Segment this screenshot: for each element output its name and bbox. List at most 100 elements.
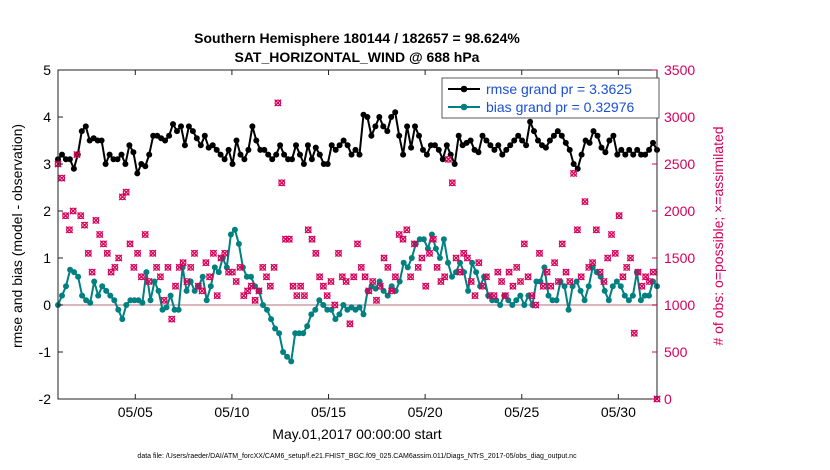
rmse-marker bbox=[431, 142, 438, 149]
obs-count-marker bbox=[114, 254, 123, 262]
rmse-marker bbox=[420, 146, 426, 153]
rmse-marker bbox=[59, 151, 65, 158]
obs-count-marker bbox=[623, 263, 631, 272]
obs-count-marker bbox=[482, 273, 491, 281]
bias-marker bbox=[95, 292, 102, 299]
obs-assimilated-marker bbox=[247, 282, 256, 290]
bias-marker bbox=[513, 297, 520, 304]
bias-marker bbox=[75, 273, 82, 280]
obs-possible-marker bbox=[642, 273, 649, 281]
obs-assimilated-marker bbox=[406, 273, 415, 281]
bias-marker bbox=[505, 297, 512, 304]
obs-possible-marker bbox=[486, 292, 494, 300]
bias-marker bbox=[151, 278, 158, 285]
obs-assimilated-marker bbox=[467, 277, 475, 286]
obs-possible-marker bbox=[149, 249, 157, 257]
obs-count-marker bbox=[69, 207, 77, 215]
obs-count-marker bbox=[228, 268, 237, 276]
obs-possible-marker bbox=[202, 259, 210, 267]
obs-assimilated-marker bbox=[361, 273, 369, 281]
obs-assimilated-marker bbox=[350, 273, 358, 281]
obs-assimilated-marker bbox=[532, 301, 540, 309]
obs-assimilated-marker bbox=[505, 268, 513, 276]
rmse-marker bbox=[312, 144, 319, 151]
obs-possible-marker bbox=[335, 249, 342, 257]
obs-possible-marker bbox=[596, 268, 604, 276]
rmse-marker bbox=[82, 123, 89, 130]
obs-assimilated-marker bbox=[323, 291, 331, 300]
bias-marker bbox=[316, 297, 323, 304]
rmse-marker bbox=[245, 146, 252, 153]
bias-marker bbox=[191, 287, 198, 294]
obs-assimilated-marker bbox=[365, 287, 373, 295]
obs-count-marker bbox=[213, 291, 221, 300]
obs-assimilated-marker bbox=[278, 179, 286, 187]
rmse-marker bbox=[451, 161, 458, 167]
obs-assimilated-marker bbox=[573, 226, 582, 234]
obs-possible-marker bbox=[191, 249, 198, 257]
obs-count-marker bbox=[478, 282, 487, 290]
obs-count-marker bbox=[410, 240, 419, 248]
obs-possible-marker bbox=[323, 292, 331, 300]
legend-box bbox=[441, 77, 660, 119]
bias-marker bbox=[248, 273, 254, 280]
obs-possible-marker bbox=[566, 278, 574, 285]
rmse-marker bbox=[642, 151, 649, 158]
obs-count-marker bbox=[353, 240, 362, 248]
rmse-marker bbox=[408, 144, 415, 151]
bias-marker bbox=[561, 283, 568, 290]
obs-count-marker bbox=[190, 249, 199, 257]
obs-count-marker bbox=[528, 291, 536, 300]
bias-marker bbox=[320, 302, 327, 308]
obs-assimilated-marker bbox=[259, 263, 267, 272]
obs-possible-marker bbox=[320, 282, 327, 290]
obs-count-marker bbox=[80, 221, 89, 229]
rmse-marker bbox=[316, 151, 323, 158]
obs-count-marker bbox=[414, 263, 422, 272]
obs-assimilated-marker bbox=[475, 259, 483, 267]
obs-count-marker bbox=[331, 301, 339, 309]
rmse-marker bbox=[487, 142, 494, 149]
bias-marker bbox=[324, 306, 331, 313]
obs-possible-marker bbox=[498, 278, 506, 285]
obs-assimilated-marker bbox=[285, 235, 293, 243]
obs-count-marker bbox=[255, 287, 263, 295]
rmse-marker bbox=[189, 128, 196, 135]
bias-marker bbox=[260, 302, 266, 308]
bias-marker bbox=[445, 259, 451, 266]
obs-assimilated-marker bbox=[649, 268, 657, 276]
rmse-marker bbox=[241, 156, 248, 163]
bias-marker bbox=[312, 306, 319, 313]
obs-count-marker bbox=[475, 259, 483, 267]
obs-possible-marker bbox=[126, 240, 134, 248]
rmse-marker bbox=[344, 142, 351, 149]
obs-assimilated-marker bbox=[114, 254, 123, 262]
obs-assimilated-marker bbox=[410, 240, 419, 248]
obs-count-marker bbox=[550, 259, 559, 267]
obs-count-marker bbox=[520, 240, 528, 248]
obs-assimilated-marker bbox=[441, 273, 449, 281]
chart-title-line1: Southern Hemisphere 180144 / 182657 = 98… bbox=[194, 30, 520, 46]
obs-count-marker bbox=[573, 226, 582, 234]
obs-possible-marker bbox=[619, 273, 627, 281]
bias-marker bbox=[601, 287, 608, 294]
bias-marker bbox=[284, 353, 291, 360]
obs-count-marker bbox=[513, 263, 521, 272]
right-axis-tick-label: 1500 bbox=[664, 250, 695, 266]
obs-assimilated-marker bbox=[289, 282, 297, 290]
obs-count-marker bbox=[444, 155, 453, 163]
obs-possible-marker bbox=[388, 287, 396, 295]
obs-assimilated-marker bbox=[539, 282, 547, 290]
obs-count-marker bbox=[604, 254, 612, 262]
x-axis-label: May.01,2017 00:00:00 start bbox=[272, 426, 442, 442]
bias-marker bbox=[621, 292, 628, 299]
left-axis-tick-label: 3 bbox=[43, 156, 51, 172]
obs-possible-marker bbox=[221, 249, 229, 257]
obs-count-marker bbox=[152, 263, 161, 272]
obs-possible-marker bbox=[623, 264, 631, 271]
obs-possible-marker bbox=[247, 282, 255, 290]
obs-assimilated-marker bbox=[205, 273, 214, 281]
obs-possible-marker bbox=[278, 179, 286, 187]
bias-marker bbox=[276, 330, 283, 337]
obs-count-marker bbox=[266, 282, 274, 290]
